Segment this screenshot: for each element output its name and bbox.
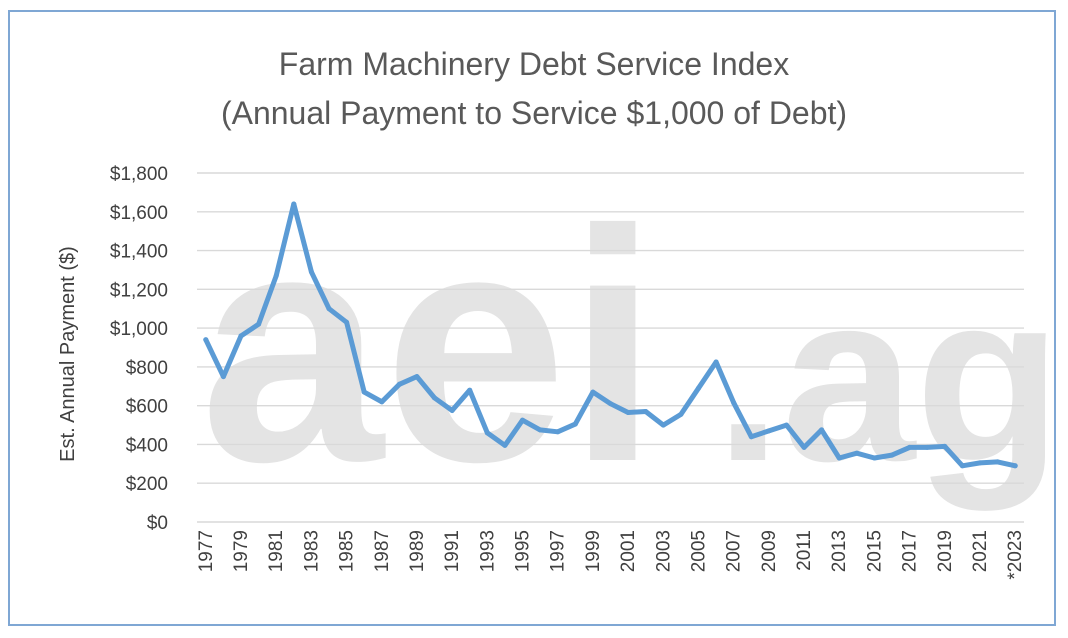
x-tick-label: 1997 bbox=[548, 530, 569, 572]
x-tick-label: 1987 bbox=[372, 530, 393, 572]
data-point bbox=[942, 443, 948, 449]
data-point bbox=[414, 374, 420, 380]
x-tick-label: 1979 bbox=[231, 530, 252, 572]
data-point bbox=[995, 459, 1001, 465]
data-point bbox=[256, 321, 262, 327]
data-point bbox=[396, 381, 402, 387]
x-tick-label: 1985 bbox=[337, 530, 358, 572]
x-tick-label: 1995 bbox=[513, 530, 534, 572]
x-tick-label: 1983 bbox=[301, 530, 322, 572]
data-point bbox=[361, 389, 367, 395]
x-tick-label: 2015 bbox=[864, 530, 885, 572]
x-tick-label: *2023 bbox=[1005, 530, 1026, 580]
x-tick-label: 2007 bbox=[724, 530, 745, 572]
y-tick-label: $800 bbox=[126, 358, 168, 379]
x-tick-label: 2005 bbox=[689, 530, 710, 572]
series-group bbox=[203, 201, 1018, 469]
y-axis-ticks: $0 $200 $400 $600 $800 $1,000 $1,200 $1,400 $1,6… bbox=[110, 164, 168, 534]
watermark-premium: PREMIUM bbox=[765, 264, 964, 311]
data-point bbox=[1012, 463, 1018, 469]
x-tick-label: 1977 bbox=[196, 530, 217, 572]
data-point bbox=[291, 201, 297, 207]
x-tick-label: 2011 bbox=[794, 530, 815, 571]
data-point bbox=[449, 408, 455, 413]
data-point bbox=[660, 422, 666, 428]
x-tick-label: 1991 bbox=[442, 530, 463, 572]
data-point bbox=[273, 273, 279, 279]
data-point bbox=[555, 429, 561, 435]
data-point bbox=[748, 434, 754, 440]
data-point bbox=[308, 269, 314, 275]
y-tick-label: $400 bbox=[126, 435, 168, 456]
data-point bbox=[203, 337, 209, 343]
data-point bbox=[238, 333, 244, 339]
data-point bbox=[326, 306, 332, 312]
y-tick-label: $600 bbox=[126, 397, 168, 418]
watermark: aei .ag PREMIUM bbox=[200, 161, 1054, 530]
data-point bbox=[836, 455, 842, 461]
data-point bbox=[696, 385, 701, 391]
data-point bbox=[731, 400, 737, 406]
x-tick-label: 1989 bbox=[407, 530, 428, 572]
x-tick-label: 1993 bbox=[477, 530, 498, 572]
y-tick-label: $1,600 bbox=[110, 203, 168, 224]
x-tick-label: 2009 bbox=[759, 530, 780, 572]
x-tick-label: 2001 bbox=[618, 530, 639, 572]
x-tick-label: 2019 bbox=[935, 530, 956, 572]
data-point bbox=[502, 442, 508, 448]
data-point bbox=[608, 401, 613, 407]
data-point bbox=[520, 417, 525, 423]
data-point bbox=[801, 444, 807, 450]
data-point bbox=[484, 430, 490, 436]
data-point bbox=[959, 463, 965, 469]
y-tick-label: $200 bbox=[126, 474, 168, 495]
x-tick-label: 2017 bbox=[900, 530, 921, 572]
chart-title-line-1: Farm Machinery Debt Service Index bbox=[279, 46, 789, 82]
x-tick-label: 1999 bbox=[583, 530, 604, 572]
y-tick-label: $1,400 bbox=[110, 242, 168, 263]
data-point bbox=[977, 460, 983, 466]
data-point bbox=[871, 455, 877, 461]
data-point bbox=[572, 421, 578, 427]
data-point bbox=[854, 450, 860, 456]
line-chart: aei .ag PREMIUM Farm Machinery Debt Serv… bbox=[57, 46, 1054, 580]
watermark-brand-suffix: .ag bbox=[715, 243, 1054, 511]
data-point bbox=[819, 427, 825, 433]
chart-frame: aei .ag PREMIUM Farm Machinery Debt Serv… bbox=[8, 10, 1056, 626]
y-tick-label: $1,000 bbox=[110, 319, 168, 340]
y-axis-label: Est. Annual Payment ($) bbox=[57, 246, 79, 462]
data-point bbox=[625, 410, 631, 415]
x-tick-label: 1981 bbox=[266, 530, 287, 572]
data-point bbox=[379, 399, 385, 405]
data-point bbox=[907, 444, 913, 450]
x-tick-label: 2013 bbox=[829, 530, 850, 572]
gridlines bbox=[197, 172, 1024, 523]
data-point bbox=[344, 319, 350, 325]
data-point bbox=[766, 428, 772, 434]
data-point bbox=[889, 452, 895, 458]
chart-title: Farm Machinery Debt Service Index (Annual… bbox=[221, 46, 847, 131]
y-tick-label: $1,800 bbox=[110, 164, 168, 185]
data-point bbox=[467, 387, 473, 393]
data-point bbox=[924, 444, 930, 450]
data-point bbox=[713, 359, 719, 365]
data-point bbox=[432, 395, 437, 401]
x-tick-label: 2003 bbox=[653, 530, 674, 572]
data-point bbox=[678, 411, 684, 417]
chart-title-line-2: (Annual Payment to Service $1,000 of Deb… bbox=[221, 95, 847, 131]
data-point bbox=[537, 427, 543, 433]
data-point bbox=[784, 422, 789, 428]
x-tick-label: 2021 bbox=[970, 530, 991, 572]
data-point bbox=[220, 374, 226, 380]
data-point bbox=[590, 389, 596, 395]
watermark-brand-main: aei bbox=[200, 161, 659, 530]
y-tick-label: $0 bbox=[147, 513, 168, 534]
data-point bbox=[643, 409, 649, 414]
x-axis-ticks: 1977 1979 1981 1983 1985 1987 1989 1991 1993 1995… bbox=[196, 530, 1026, 580]
y-tick-label: $1,200 bbox=[110, 280, 168, 301]
